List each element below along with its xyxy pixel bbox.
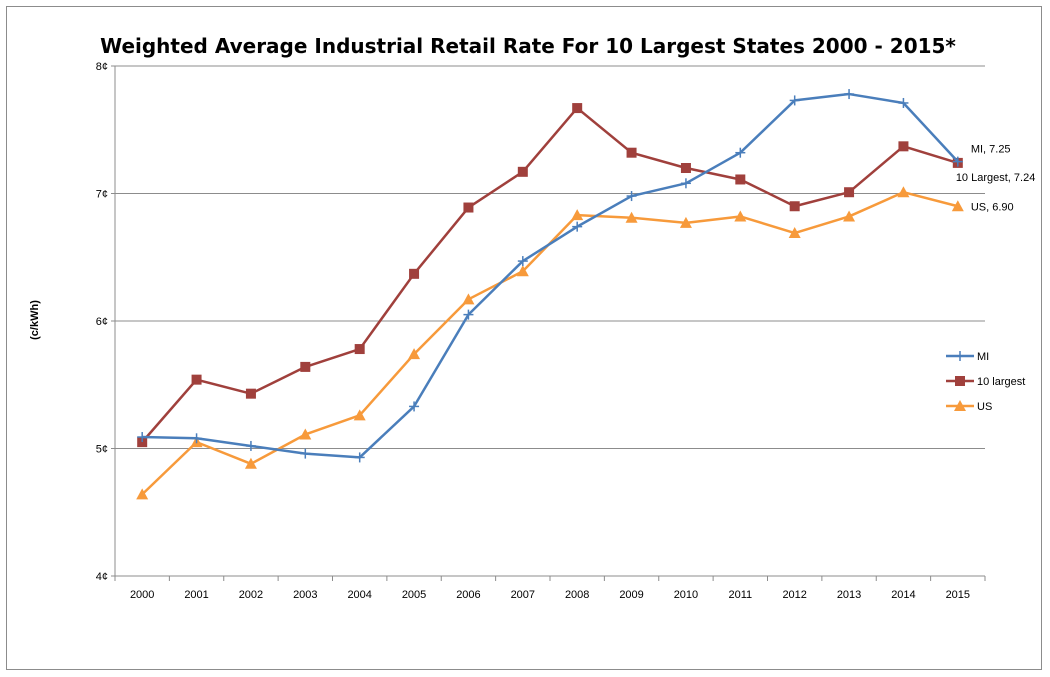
series-10-largest (137, 103, 963, 448)
x-tick-label: 2013 (837, 589, 861, 601)
marker-triangle (571, 209, 584, 221)
marker-plus (955, 351, 965, 361)
marker-triangle (462, 293, 475, 305)
marker-triangle (299, 428, 312, 440)
marker-square (680, 163, 691, 173)
marker-plus (409, 401, 420, 412)
marker-square (409, 268, 420, 279)
legend-item: 10 largest (946, 376, 1025, 388)
marker-square (898, 141, 909, 152)
x-tick-label: 2002 (239, 589, 263, 601)
x-tick-label: 2005 (402, 589, 426, 601)
marker-plus (572, 221, 583, 232)
marker-square (955, 376, 965, 386)
marker-plus (245, 440, 256, 451)
data-label: 10 Largest, 7.24 (956, 172, 1036, 184)
marker-triangle (843, 210, 856, 222)
x-tick-label: 2006 (456, 589, 480, 601)
data-label: US, 6.90 (971, 201, 1014, 213)
marker-triangle (954, 400, 966, 411)
marker-triangle (353, 409, 366, 421)
marker-plus (952, 156, 963, 167)
series-line (141, 106, 959, 443)
x-tick-label: 2000 (130, 589, 154, 601)
data-labels: MI, 7.25 10 Largest, 7.24 US, 6.90 (956, 144, 1036, 214)
marker-triangle (244, 457, 257, 469)
legend-label: US (977, 401, 992, 413)
legend-label: 10 largest (977, 376, 1025, 388)
x-tick-label: 2007 (511, 589, 535, 601)
x-tick-label: 2014 (891, 589, 915, 601)
x-tick-label: 2009 (619, 589, 643, 601)
y-tick-label: 8¢ (96, 61, 108, 73)
marker-triangle (788, 227, 801, 239)
legend-item: MI (946, 351, 989, 363)
marker-triangle (516, 265, 529, 277)
marker-triangle (951, 200, 964, 212)
marker-plus (626, 191, 637, 202)
chart-title: Weighted Average Industrial Retail Rate … (100, 34, 956, 58)
axes: 4¢ 5¢ 6¢ 7¢ 8¢ 2000 2001 2002 2003 2004 2005 2006 20… (96, 61, 986, 601)
y-tick-label: 4¢ (96, 571, 108, 583)
marker-plus (191, 433, 202, 444)
marker-square (354, 344, 365, 355)
marker-square (789, 201, 800, 212)
legend-label: MI (977, 351, 989, 363)
marker-triangle (136, 488, 149, 500)
x-tick-label: 2008 (565, 589, 589, 601)
x-tick-label: 2010 (674, 589, 698, 601)
x-tick-label: 2004 (347, 589, 371, 601)
marker-plus (463, 309, 474, 320)
marker-square (463, 202, 474, 213)
marker-square (844, 187, 855, 198)
marker-square (300, 361, 311, 372)
marker-square (626, 147, 637, 158)
marker-triangle (625, 211, 638, 223)
chart-frame (6, 6, 1042, 670)
marker-triangle (679, 216, 692, 228)
legend-item: US (946, 400, 992, 413)
y-axis-label: (c/kWh) (29, 300, 41, 340)
marker-plus (300, 448, 311, 459)
marker-plus (844, 89, 855, 100)
x-tick-label: 2012 (782, 589, 806, 601)
marker-square (137, 437, 148, 448)
marker-square (735, 174, 746, 185)
legend: MI 10 largest US (946, 351, 1025, 413)
series-line (142, 92, 959, 459)
marker-plus (789, 95, 800, 106)
series-us (136, 186, 964, 500)
marker-triangle (408, 348, 421, 360)
marker-square (517, 166, 528, 177)
marker-square (245, 388, 256, 399)
y-tick-label: 7¢ (96, 189, 108, 201)
marker-triangle (734, 210, 747, 222)
marker-square (572, 103, 583, 114)
series-mi (137, 89, 963, 463)
marker-triangle (897, 186, 910, 198)
series-layer (136, 89, 964, 500)
marker-plus (680, 178, 691, 189)
marker-plus (517, 256, 528, 267)
marker-plus (354, 452, 365, 463)
x-tick-label: 2001 (184, 589, 208, 601)
x-tick-label: 2011 (728, 589, 752, 601)
gridlines (115, 65, 985, 577)
marker-plus (137, 432, 148, 443)
data-label: MI, 7.25 (971, 144, 1011, 156)
y-tick-label: 5¢ (96, 444, 108, 456)
marker-plus (898, 97, 909, 108)
x-tick-label: 2015 (946, 589, 970, 601)
marker-plus (735, 147, 746, 158)
marker-square (191, 374, 202, 385)
y-tick-label: 6¢ (96, 316, 108, 328)
x-tick-label: 2003 (293, 589, 317, 601)
